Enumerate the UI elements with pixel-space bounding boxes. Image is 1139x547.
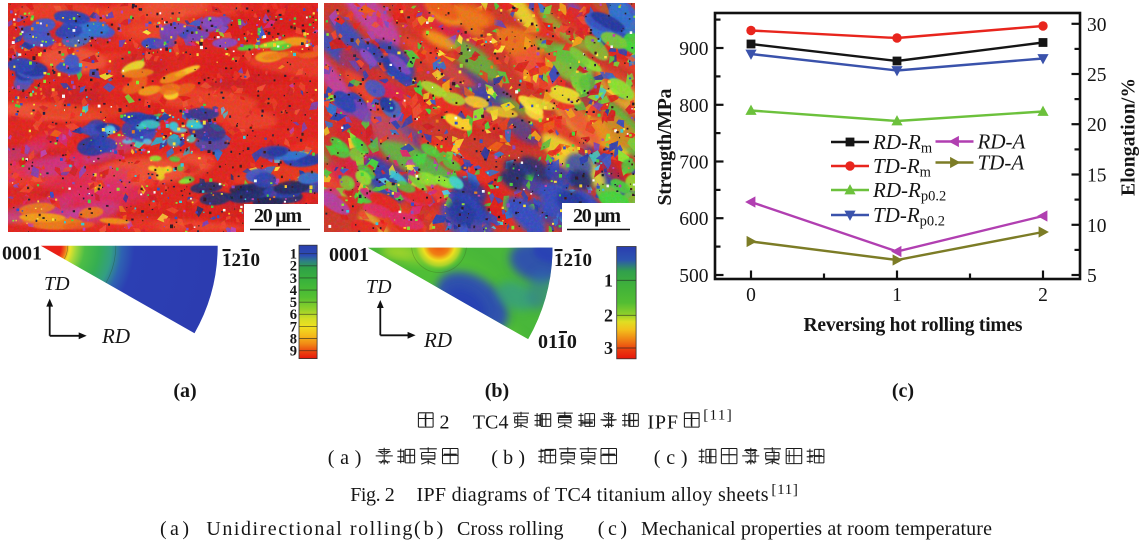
svg-text:(c): (c) xyxy=(892,380,914,402)
svg-text:Mechanical properties at room: Mechanical properties at room temperatur… xyxy=(641,518,992,540)
svg-text:(a): (a) xyxy=(160,518,189,540)
svg-text:0110: 0110 xyxy=(538,331,577,353)
svg-text:(b): (b) xyxy=(414,518,443,540)
svg-text:1: 1 xyxy=(290,247,297,263)
svg-text:(a): (a) xyxy=(328,447,362,469)
svg-text:5: 5 xyxy=(290,295,297,311)
svg-text:20 μm: 20 μm xyxy=(573,205,621,227)
svg-text:8: 8 xyxy=(290,331,297,347)
svg-text:RD-A: RD-A xyxy=(977,130,1026,154)
svg-text:4: 4 xyxy=(290,283,297,299)
svg-text:IPF diagrams of TC4 titanium a: IPF diagrams of TC4 titanium alloy sheet… xyxy=(417,484,769,506)
svg-text:[11]: [11] xyxy=(771,482,798,498)
svg-text:(c): (c) xyxy=(598,518,627,540)
svg-text:TD-Rm: TD-Rm xyxy=(873,154,932,181)
svg-text:RD: RD xyxy=(101,324,130,348)
svg-text:Elongation/%: Elongation/% xyxy=(1119,78,1139,196)
svg-text:(c): (c) xyxy=(654,447,688,469)
svg-text:6: 6 xyxy=(290,307,297,323)
svg-text:25: 25 xyxy=(1087,65,1107,86)
svg-text:0001: 0001 xyxy=(329,244,369,266)
svg-text:IPF: IPF xyxy=(647,412,678,434)
svg-text:1: 1 xyxy=(892,285,902,306)
svg-text:TD-Rp0.2: TD-Rp0.2 xyxy=(873,203,945,230)
svg-text:Strength/MPa: Strength/MPa xyxy=(654,89,676,206)
svg-text:1: 1 xyxy=(604,270,613,290)
svg-text:TC4: TC4 xyxy=(473,412,509,434)
svg-text:1210: 1210 xyxy=(222,250,260,271)
svg-text:RD: RD xyxy=(423,328,452,352)
svg-text:TD-A: TD-A xyxy=(978,151,1025,175)
svg-text:600: 600 xyxy=(679,209,708,230)
svg-text:[11]: [11] xyxy=(703,408,732,424)
svg-text:5: 5 xyxy=(1087,266,1097,287)
svg-text:500: 500 xyxy=(679,266,708,287)
svg-text:(a): (a) xyxy=(173,380,196,402)
svg-text:800: 800 xyxy=(679,96,708,117)
svg-text:0001: 0001 xyxy=(2,243,42,265)
svg-text:30: 30 xyxy=(1087,15,1107,36)
svg-text:TD: TD xyxy=(366,276,392,298)
svg-text:1210: 1210 xyxy=(554,250,592,271)
svg-text:20: 20 xyxy=(1087,115,1107,136)
svg-text:3: 3 xyxy=(604,338,613,358)
svg-text:2: 2 xyxy=(440,412,450,434)
svg-text:2: 2 xyxy=(1038,285,1048,306)
svg-text:2: 2 xyxy=(604,305,613,325)
svg-text:10: 10 xyxy=(1087,216,1107,237)
svg-text:Fig. 2: Fig. 2 xyxy=(350,484,395,506)
svg-text:Reversing hot rolling times: Reversing hot rolling times xyxy=(804,315,1023,336)
svg-text:TD: TD xyxy=(44,273,70,295)
svg-text:700: 700 xyxy=(679,153,708,174)
svg-text:7: 7 xyxy=(290,319,297,335)
svg-text:Unidirectional rolling: Unidirectional rolling xyxy=(206,518,412,540)
svg-text:20 μm: 20 μm xyxy=(254,205,302,227)
svg-text:3: 3 xyxy=(290,271,297,287)
svg-text:900: 900 xyxy=(679,39,708,60)
svg-text:9: 9 xyxy=(290,344,297,360)
svg-text:Cross rolling: Cross rolling xyxy=(457,518,564,540)
svg-text:15: 15 xyxy=(1087,166,1107,187)
svg-text:RD-Rp0.2: RD-Rp0.2 xyxy=(872,178,946,205)
svg-text:(b): (b) xyxy=(491,447,525,469)
svg-text:2: 2 xyxy=(290,259,297,275)
svg-text:(b): (b) xyxy=(485,380,509,402)
svg-text:0: 0 xyxy=(746,285,756,306)
